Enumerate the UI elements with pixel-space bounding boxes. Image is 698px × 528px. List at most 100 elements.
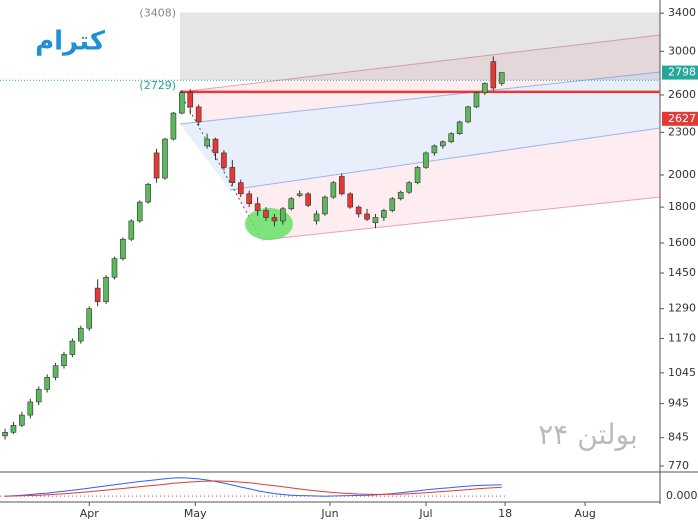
y-tick-label: 770: [668, 459, 689, 472]
candle-body: [263, 210, 269, 218]
candle-body: [187, 92, 194, 108]
candle-body: [280, 208, 286, 222]
candle-body: [246, 193, 252, 205]
candle-body: [406, 182, 412, 193]
y-tick-label: 945: [668, 397, 689, 410]
y-tick-label: 2000: [668, 168, 696, 181]
resistance-label: 2627: [668, 112, 696, 125]
x-tick-label: Jun: [320, 507, 338, 520]
y-tick-label: 1290: [668, 302, 696, 315]
pitchfork-line: [179, 34, 661, 93]
range-label: (3408): [139, 6, 176, 19]
indicator-line: [5, 477, 502, 497]
candle-body: [221, 152, 227, 168]
candle-body: [229, 167, 236, 183]
candle-body: [120, 238, 126, 259]
candle-body: [86, 308, 93, 329]
candle-body: [145, 183, 151, 203]
x-tick-label: Aug: [574, 507, 595, 520]
candle-body: [212, 138, 219, 154]
candle-body: [136, 201, 143, 222]
y-tick-label: 1450: [668, 266, 696, 279]
y-tick-label: 1600: [668, 236, 696, 249]
y-tick-label: 2600: [668, 88, 696, 101]
candle-body: [204, 138, 210, 147]
candle-body: [381, 210, 387, 218]
candle-body: [271, 217, 278, 222]
y-tick-label: 1800: [668, 200, 696, 213]
chart-title: کترام: [35, 27, 106, 57]
candle-body: [414, 167, 421, 183]
indicator-tick-label: 0.0000: [666, 489, 698, 502]
candle-body: [397, 191, 404, 200]
candle-body: [237, 182, 244, 195]
pitchfork-handle: [179, 92, 263, 241]
candle-body: [389, 198, 396, 211]
pitchfork-line: [229, 127, 661, 191]
candle-body: [322, 196, 328, 215]
y-tick-label: 1170: [668, 331, 696, 344]
candle-body: [372, 217, 379, 224]
y-tick-label: 845: [668, 431, 689, 444]
candle-body: [490, 61, 497, 89]
candle-body: [44, 377, 50, 390]
candle-body: [35, 389, 42, 403]
last-price-tag: [662, 65, 698, 80]
candle-body: [431, 145, 438, 154]
range-box: [180, 12, 660, 81]
candle-body: [288, 198, 295, 210]
x-tick-label: May: [184, 507, 207, 520]
pitchfork-median-area: [180, 72, 660, 190]
candle-body: [111, 258, 118, 278]
candle-body: [364, 213, 370, 220]
candle-body: [2, 432, 8, 437]
candle-body: [153, 152, 160, 179]
candle-body: [498, 72, 505, 84]
candle-body: [347, 193, 354, 208]
candle-body: [305, 193, 311, 206]
range-label: (2729): [139, 79, 176, 92]
candle-body: [465, 106, 471, 123]
candle-body: [27, 401, 34, 416]
candle-body: [313, 213, 320, 222]
pitchfork-line: [261, 196, 661, 241]
drawings: [179, 34, 661, 241]
candle-body: [473, 92, 480, 108]
x-tick-label: 18: [498, 507, 512, 520]
candle-body: [482, 83, 488, 93]
candle-body: [128, 220, 135, 240]
candle-body: [355, 206, 362, 215]
indicator-line: [5, 480, 502, 497]
candle-body: [296, 193, 303, 196]
x-tick-label: Jul: [418, 507, 432, 520]
candle-body: [448, 133, 455, 143]
candle-body: [423, 152, 429, 168]
candle-body: [52, 365, 59, 378]
candle-body: [338, 176, 345, 195]
watermark: بولتن ۲۴: [538, 418, 638, 451]
y-tick-label: 3000: [668, 44, 696, 57]
y-tick-label: 1045: [668, 366, 696, 379]
candle-body: [195, 106, 202, 123]
candle-body: [19, 414, 25, 426]
candle-body: [78, 327, 84, 342]
candle-body: [170, 112, 177, 140]
candle-body: [440, 141, 446, 147]
highlight-ellipse: [245, 208, 293, 240]
candle-body: [103, 276, 109, 302]
pitchfork-line: [179, 71, 661, 125]
resistance-tag: [662, 111, 698, 126]
candle-body: [69, 340, 76, 355]
candle-body: [456, 121, 463, 134]
candle-body: [61, 354, 67, 366]
candle-body: [162, 138, 168, 179]
candle-body: [330, 182, 337, 198]
y-tick-label: 3400: [668, 6, 696, 19]
last-price-label: 2798: [668, 66, 696, 79]
x-tick-label: Apr: [80, 507, 100, 520]
candle-body: [94, 287, 101, 302]
y-tick-label: 2300: [668, 125, 696, 138]
candle-body: [179, 92, 185, 114]
candle-body: [254, 203, 261, 211]
